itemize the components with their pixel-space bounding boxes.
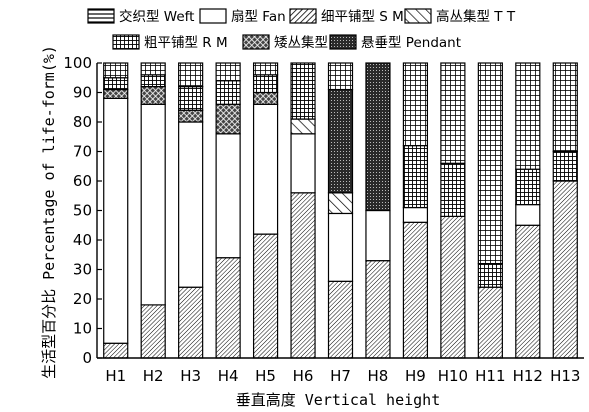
bar-segment-h9-s2 xyxy=(402,206,429,223)
y-tick-label: 10 xyxy=(73,320,92,338)
y-tick-label: 80 xyxy=(73,113,92,131)
x-axis-title: 垂直高度 Vertical height xyxy=(236,391,441,409)
x-tick-label: H12 xyxy=(513,367,543,385)
y-tick-label: 90 xyxy=(73,84,92,102)
bar-segment-h3-s0 xyxy=(178,286,204,359)
legend-swatch xyxy=(404,8,432,24)
legend-label: 悬垂型 Pendant xyxy=(361,35,461,51)
bar-segment-h10-s7 xyxy=(440,62,466,164)
plot-area xyxy=(103,62,578,359)
bar-segment-h3-s5 xyxy=(178,109,204,123)
bar-segment-h7-s0 xyxy=(327,280,354,359)
y-tick-label: 0 xyxy=(82,349,92,367)
legend-label: 细平铺型 S M xyxy=(321,9,404,25)
bar-segment-h5-s0 xyxy=(252,233,279,359)
bar-segment-h1-s6 xyxy=(103,77,129,91)
legend-swatch xyxy=(329,34,357,50)
x-tick-label: H4 xyxy=(218,367,239,385)
bar-segment-h12-s2 xyxy=(515,204,541,226)
bar-segment-h1-s0 xyxy=(103,342,129,359)
bar-segment-h4-s6 xyxy=(215,80,241,105)
y-axis-title: 生活型百分比 Percentage of life-form(%) xyxy=(40,45,58,379)
bar-segment-h13-s7 xyxy=(552,62,578,153)
bar-segment-h5-s2 xyxy=(252,103,279,235)
bar-segment-h10-s6 xyxy=(440,162,466,218)
bar-segment-h13-s0 xyxy=(552,180,578,359)
bar-segment-h6-s6 xyxy=(290,62,316,120)
bar-segment-h5-s6 xyxy=(252,74,279,94)
bar-segment-h11-s0 xyxy=(477,286,503,359)
bar-segment-h9-s6 xyxy=(402,145,429,209)
bar-segment-h1-s7 xyxy=(103,62,129,79)
bar-segment-h7-s7 xyxy=(327,62,354,91)
legend-swatch xyxy=(242,34,270,50)
bar-segment-h11-s6 xyxy=(477,263,503,288)
legend-swatch xyxy=(112,34,140,50)
bar-segment-h2-s6 xyxy=(140,74,166,88)
legend-swatch xyxy=(87,8,115,24)
legend-label: 粗平铺型 R M xyxy=(144,35,228,51)
bar-segment-h12-s0 xyxy=(515,224,541,359)
bar-segment-h2-s2 xyxy=(140,103,166,306)
bar-segment-h12-s7 xyxy=(515,62,541,170)
axes: H1 H2 H3 H4 H5 H6 H7 H8 H9 H10 H11 H12 H13 0 10 20 30 40 5… xyxy=(63,54,584,385)
bar-segment-h11-s7 xyxy=(477,62,503,265)
bar-segment-h1-s2 xyxy=(103,97,129,344)
y-tick-label: 20 xyxy=(73,290,92,308)
bar-segment-h8-s2 xyxy=(365,209,391,262)
bar-segment-h4-s5 xyxy=(215,103,241,135)
bar-segment-h4-s0 xyxy=(215,257,241,359)
y-tick-label: 60 xyxy=(73,172,92,190)
bar-segment-h1-s5 xyxy=(103,88,129,100)
bar-segment-h13-s6 xyxy=(552,150,578,182)
bar-segment-h7-s3 xyxy=(327,192,354,215)
legend-label: 高丛集型 T T xyxy=(436,8,516,25)
legend-label: 交织型 Weft xyxy=(119,8,194,25)
bar-segment-h8-s0 xyxy=(365,260,391,359)
bar-segment-h6-s2 xyxy=(290,133,316,194)
y-tick-label: 70 xyxy=(73,143,92,161)
legend-label: 扇型 Fan xyxy=(231,9,286,25)
x-tick-label: H10 xyxy=(438,367,468,385)
x-tick-label: H6 xyxy=(293,367,314,385)
bar-segment-h2-s5 xyxy=(140,85,166,105)
x-tick-label: H13 xyxy=(550,367,580,385)
x-tick-label: H11 xyxy=(475,367,505,385)
bar-segment-h4-s7 xyxy=(215,62,241,82)
bar-segment-h6-s0 xyxy=(290,192,316,359)
bar-segment-h7-s4 xyxy=(327,88,354,194)
x-tick-label: H2 xyxy=(143,367,164,385)
x-tick-label: H9 xyxy=(405,367,426,385)
bar-segment-h9-s0 xyxy=(402,221,429,359)
x-tick-label: H5 xyxy=(255,367,276,385)
y-tick-label: 100 xyxy=(63,54,92,72)
legend-swatch xyxy=(289,8,317,24)
y-tick-label: 40 xyxy=(73,231,92,249)
bar-segment-h4-s2 xyxy=(215,133,241,259)
bar-segment-h5-s7 xyxy=(252,62,279,76)
x-tick-label: H3 xyxy=(180,367,201,385)
x-tick-label: H8 xyxy=(368,367,389,385)
bar-segment-h9-s7 xyxy=(402,62,429,147)
bar-segment-h2-s0 xyxy=(140,304,166,359)
bar-segment-h6-s3 xyxy=(290,118,316,135)
bar-segment-h7-s2 xyxy=(327,212,354,282)
bar-segment-h2-s7 xyxy=(140,62,166,76)
bar-segment-h8-s4 xyxy=(365,62,391,212)
bar-segment-h3-s7 xyxy=(178,62,204,88)
bar-segment-h12-s6 xyxy=(515,168,541,206)
x-tick-label: H1 xyxy=(105,367,126,385)
bar-segment-h3-s2 xyxy=(178,121,204,288)
bar-segment-h3-s6 xyxy=(178,85,204,111)
bar-segment-h10-s0 xyxy=(440,215,466,359)
y-tick-label: 50 xyxy=(73,202,92,220)
y-tick-label: 30 xyxy=(73,261,92,279)
bar-segment-h5-s5 xyxy=(252,91,279,105)
x-tick-label: H7 xyxy=(330,367,351,385)
legend-swatch xyxy=(199,8,227,24)
